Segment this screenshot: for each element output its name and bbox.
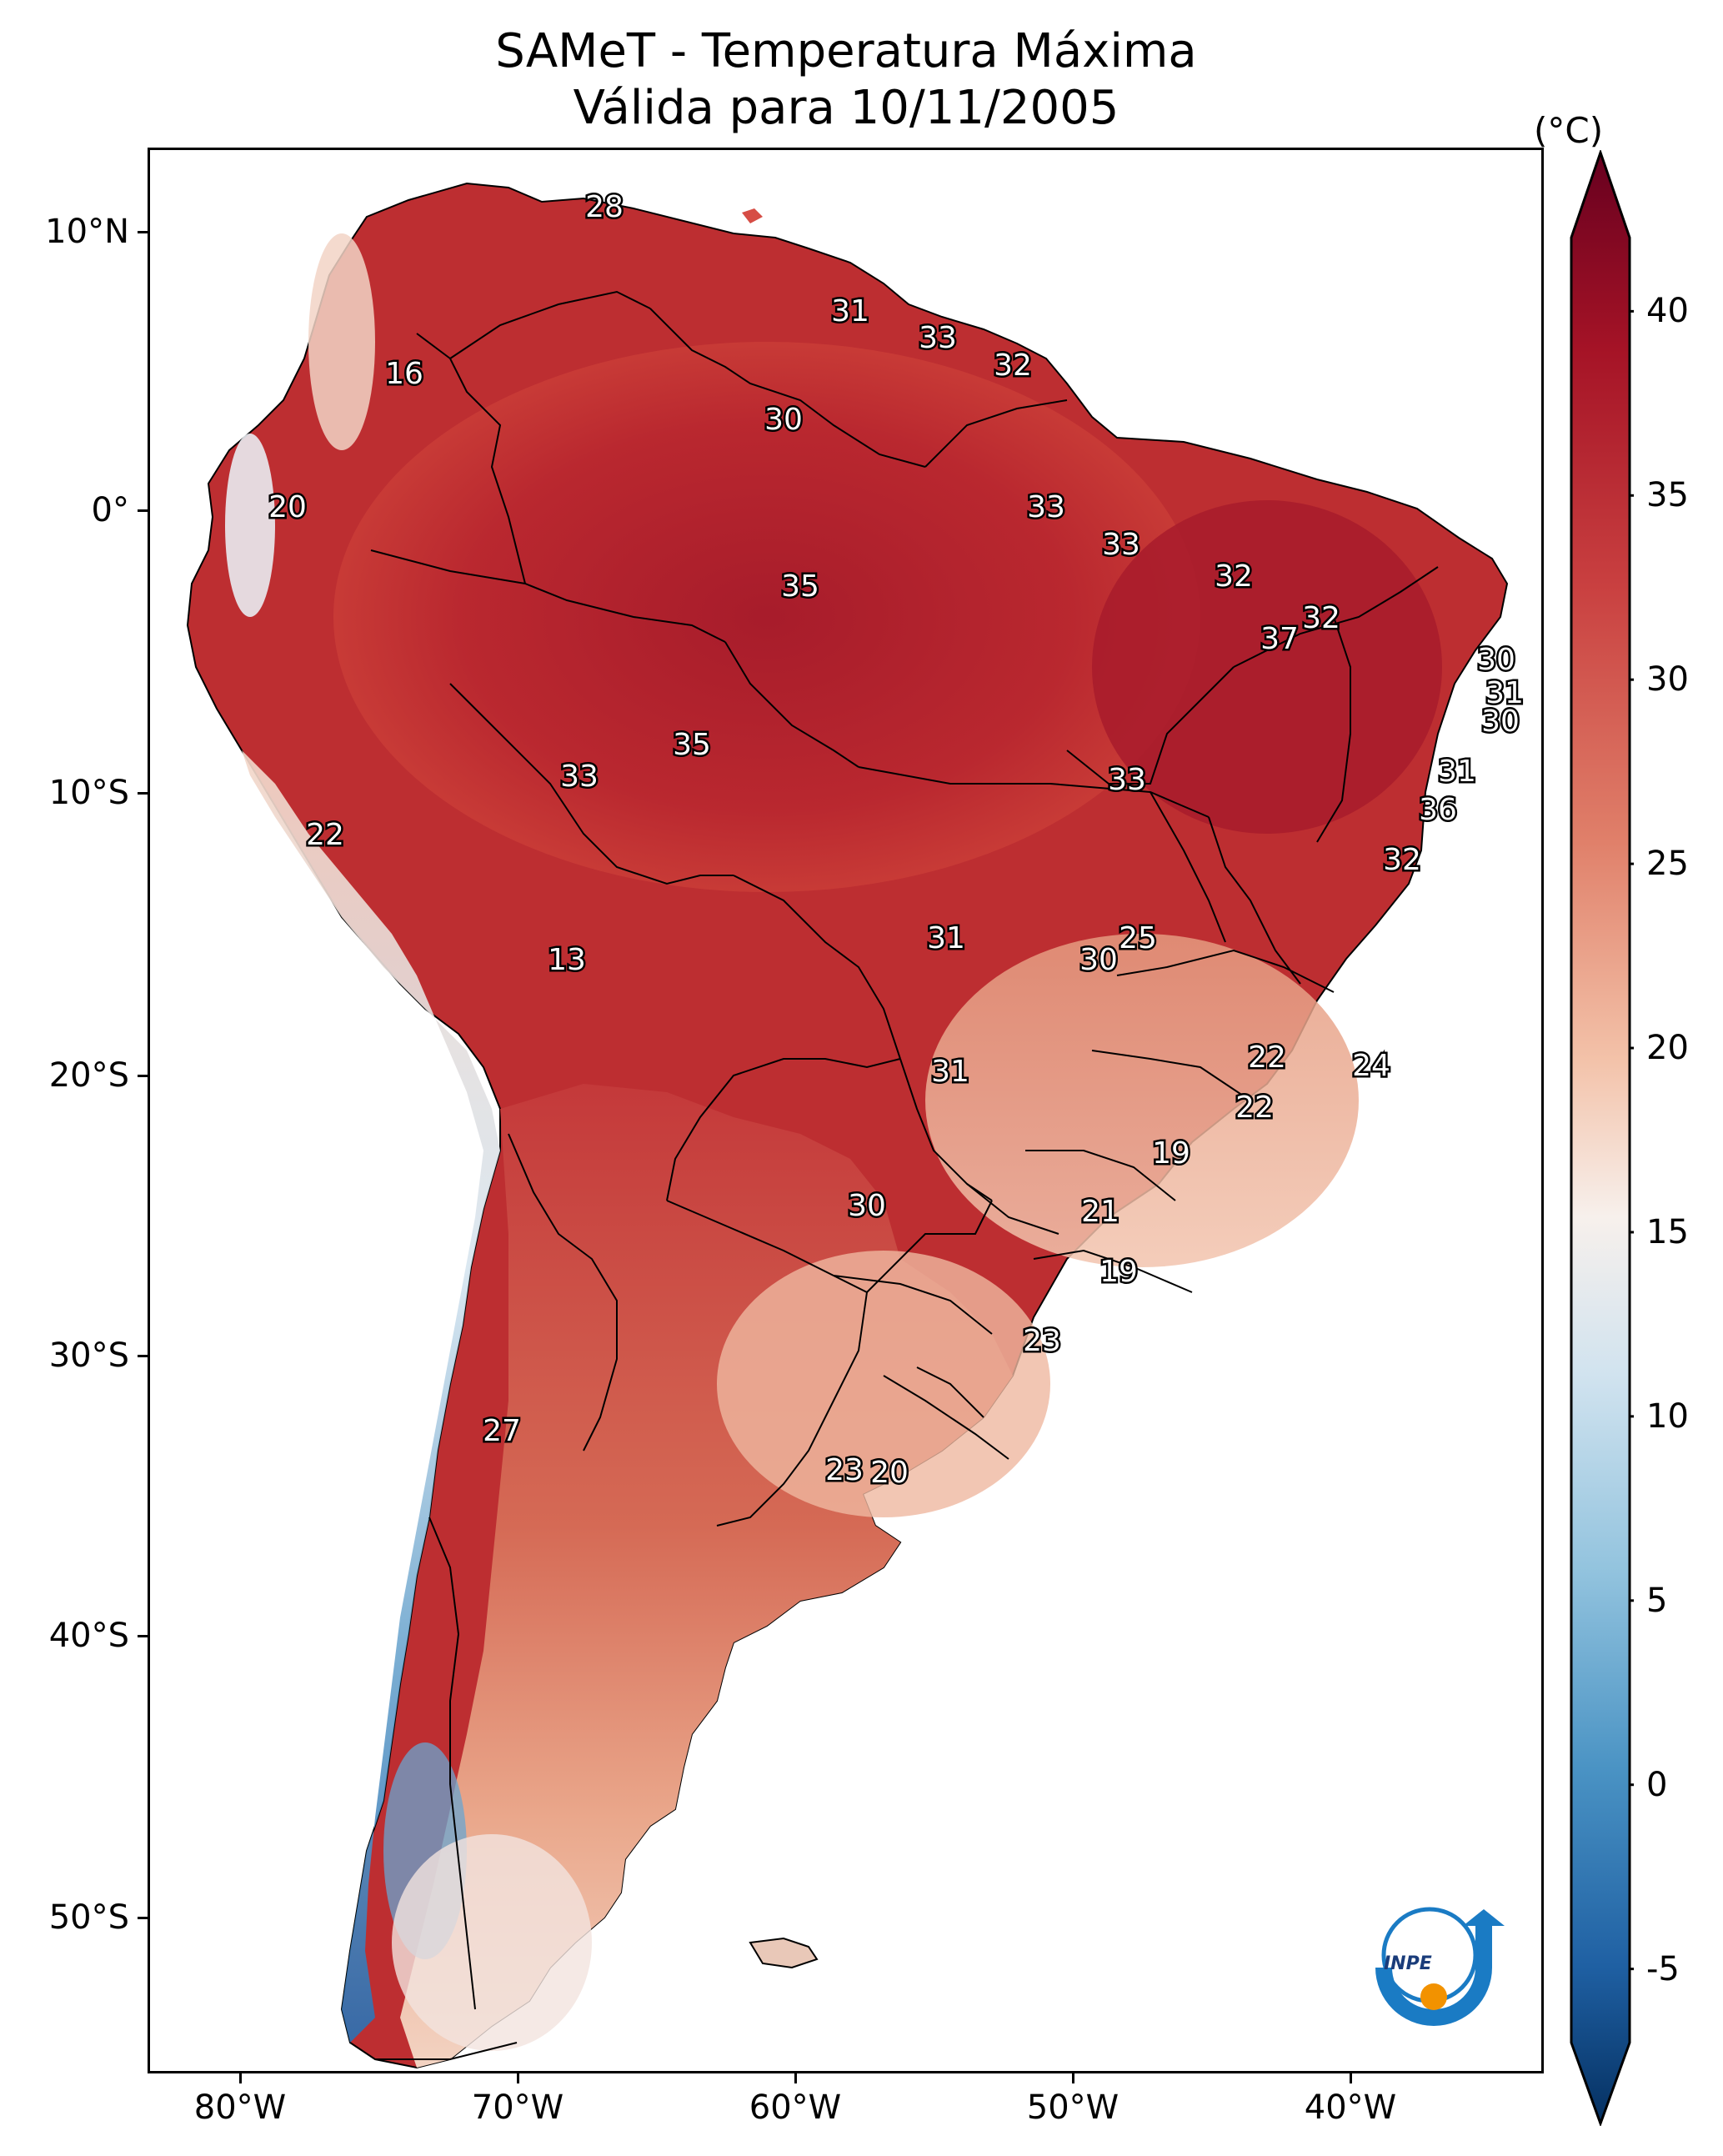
station-temperature-label: 20 <box>870 1456 909 1490</box>
lat-tick-mark <box>138 1635 148 1637</box>
colorbar-tick-label: 5 <box>1646 1581 1668 1620</box>
ecuador-andes-cool <box>225 434 275 617</box>
station-temperature-label: 31 <box>931 1055 969 1089</box>
station-temperature-label: 31 <box>1438 755 1476 789</box>
station-temperature-label: 33 <box>1027 490 1065 524</box>
logo-ring <box>1375 1909 1505 2026</box>
lat-tick-mark <box>138 1917 148 1919</box>
lat-tick-label: 40°S <box>48 1617 129 1655</box>
chart-title: SAMeT - Temperatura Máxima <box>495 24 1197 78</box>
colorbar-tick-label: 15 <box>1646 1212 1689 1251</box>
inpe-logo: INPE <box>1375 1907 1505 2026</box>
lat-tick-label: 50°S <box>48 1898 129 1937</box>
lon-tick-mark <box>1350 2073 1352 2083</box>
station-temperature-label: 35 <box>673 728 711 762</box>
logo-text: INPE <box>1384 1953 1432 1974</box>
station-temperature-label: 30 <box>1079 943 1118 977</box>
station-temperature-label: 30 <box>1481 704 1520 739</box>
station-temperature-label: 16 <box>385 357 423 391</box>
station-temperature-label: 35 <box>781 569 819 604</box>
chart-subtitle: Válida para 10/11/2005 <box>573 81 1119 135</box>
northeast-hot-zone <box>1092 500 1442 834</box>
station-temperature-label: 33 <box>1108 763 1146 797</box>
station-temperature-label: 23 <box>825 1453 864 1487</box>
station-temperature-label: 30 <box>1477 643 1515 677</box>
colorbar-tick-label: 25 <box>1646 845 1689 884</box>
station-temperature-label: 19 <box>1152 1136 1190 1171</box>
station-temperature-label: 27 <box>483 1414 521 1448</box>
lat-tick-mark <box>138 1355 148 1357</box>
lon-tick-mark <box>239 2073 242 2083</box>
lon-tick-label: 70°W <box>471 2088 564 2127</box>
colorbar-tick-label: -5 <box>1646 1949 1680 1988</box>
lat-tick-label: 10°N <box>45 213 129 251</box>
station-temperature-label: 37 <box>1260 622 1299 656</box>
colorbar-tick-label: 10 <box>1646 1396 1689 1436</box>
lat-tick-mark <box>138 231 148 233</box>
lat-tick-mark <box>138 792 148 795</box>
colombian-andes-cool <box>308 233 375 450</box>
station-temperature-label: 20 <box>268 490 307 524</box>
southeast-mild-zone <box>925 934 1359 1267</box>
station-temperature-label: 33 <box>1102 528 1140 562</box>
country-borders <box>370 290 1439 2060</box>
station-temperature-label: 31 <box>927 921 965 955</box>
station-temperature-label: 13 <box>548 943 586 977</box>
station-temperature-label: 31 <box>831 294 869 328</box>
lon-tick-label: 80°W <box>193 2088 287 2127</box>
colorbar-tick-label: 30 <box>1646 660 1689 699</box>
colorbar-body <box>1570 150 1631 2126</box>
patagonia-pale-zone <box>392 1834 592 2051</box>
lon-tick-mark <box>1072 2073 1074 2083</box>
station-temperature-label: 28 <box>585 190 624 224</box>
trinidad-island <box>742 208 763 223</box>
lat-tick-mark <box>138 1075 148 1077</box>
station-temperature-label: 32 <box>994 348 1032 383</box>
station-temperature-label: 31 <box>1485 676 1524 710</box>
station-temperature-label: 22 <box>306 818 344 852</box>
colorbar-tick-label: 20 <box>1646 1029 1689 1068</box>
station-temperature-label: 25 <box>1119 921 1157 955</box>
station-temperature-label: 22 <box>1248 1040 1286 1075</box>
station-temperature-label: 32 <box>1383 843 1421 877</box>
station-temperature-label: 21 <box>1081 1195 1119 1229</box>
amazon-hot-zone <box>333 342 1200 892</box>
station-temperature-label: 24 <box>1352 1049 1390 1083</box>
lon-tick-mark <box>794 2073 797 2083</box>
station-temperature-label: 36 <box>1419 793 1457 827</box>
uruguay-mild-zone <box>717 1251 1050 1517</box>
lon-tick-label: 40°W <box>1304 2088 1397 2127</box>
station-temperature-label: 22 <box>1235 1091 1274 1125</box>
station-temperature-label: 33 <box>560 760 599 794</box>
lat-tick-label: 10°S <box>48 774 129 812</box>
lat-tick-label: 30°S <box>48 1336 129 1375</box>
map-plot-area: 28 16 31 33 32 30 20 33 33 35 32 32 37 30 31 30 35 33 33 31… <box>148 148 1544 2073</box>
station-temperature-label: 32 <box>1302 601 1340 635</box>
lat-tick-mark <box>138 509 148 512</box>
colorbar-tick-label: 0 <box>1646 1765 1668 1804</box>
colorbar-tick-label: 35 <box>1646 476 1689 515</box>
station-temperature-label: 30 <box>848 1189 886 1223</box>
colorbar-tick-label: 40 <box>1646 292 1689 331</box>
station-temperature-label: 30 <box>764 403 803 437</box>
lat-tick-label: 20°S <box>48 1056 129 1095</box>
lon-tick-label: 50°W <box>1026 2088 1119 2127</box>
station-temperature-label: 32 <box>1215 559 1253 594</box>
colorbar <box>1570 150 1634 2126</box>
logo-dot <box>1420 1983 1447 2010</box>
colorbar-unit: (°C) <box>1534 110 1604 151</box>
station-temperature-label: 23 <box>1023 1324 1061 1358</box>
falkland-islands <box>749 1937 819 1969</box>
lat-tick-label: 0° <box>91 491 129 529</box>
lon-tick-mark <box>517 2073 519 2083</box>
station-temperature-label: 33 <box>919 321 957 355</box>
station-temperature-label: 19 <box>1099 1255 1138 1289</box>
lon-tick-label: 60°W <box>749 2088 842 2127</box>
